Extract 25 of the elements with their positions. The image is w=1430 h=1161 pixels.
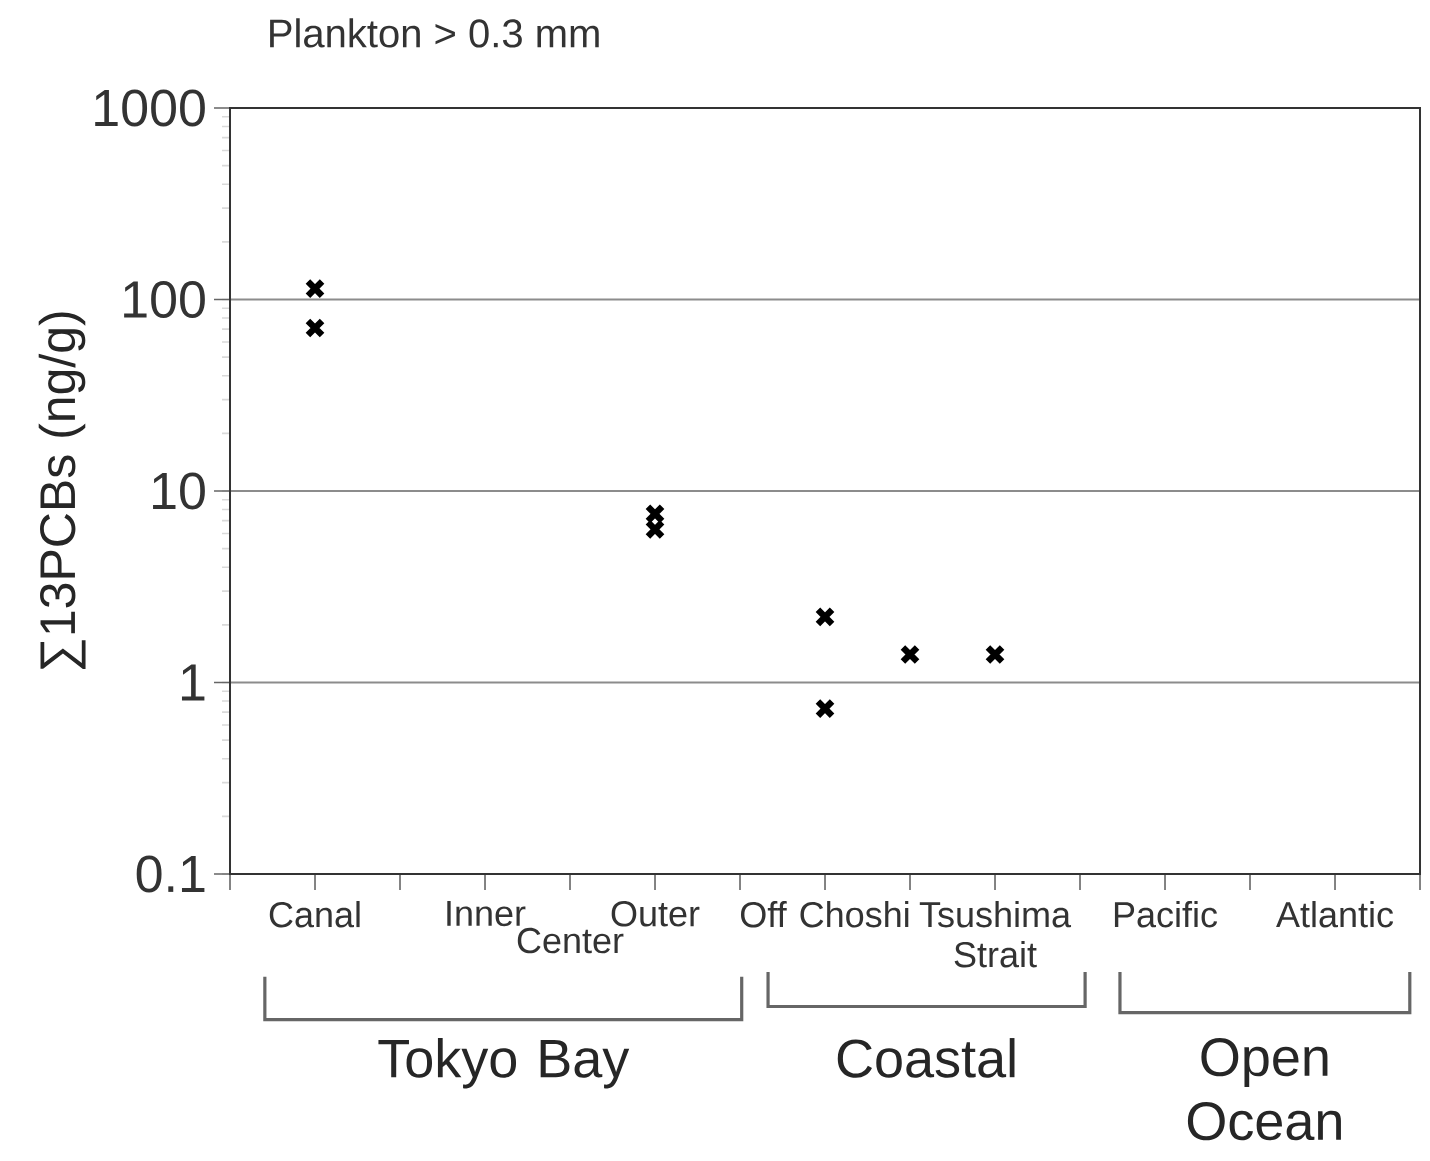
x-tick-label: Inner (447, 901, 526, 927)
point (304, 317, 326, 339)
x-tick-label: Pacific (1114, 901, 1218, 928)
x-tick-label: Tsushima Strait (919, 901, 1072, 968)
x-tick-label: Center (517, 927, 624, 954)
text: Open Ocean (1187, 1038, 1341, 1141)
text: Tokyo Bay (378, 1038, 630, 1089)
point (814, 606, 836, 628)
y-tick-label: 1 (181, 664, 205, 701)
point (899, 644, 921, 665)
y-tick-label: 0.1 (136, 855, 205, 893)
x-tick-label: Atlantic (1276, 901, 1394, 928)
text: Coastal (837, 1038, 1015, 1078)
point (644, 519, 666, 540)
y-tick-label: 1000 (95, 89, 205, 127)
x-tick-label: Canal (269, 901, 360, 928)
chart-title: Plankton > 0.3 mm (270, 18, 599, 48)
y-tick-label: 10 (153, 472, 205, 510)
y-axis-title: ∑13PCBs (ng/g) (38, 312, 86, 670)
y-tick-label: 100 (124, 281, 205, 318)
point (304, 278, 326, 299)
point (984, 644, 1006, 665)
x-tick-label: Outer (611, 901, 700, 927)
point (814, 698, 836, 719)
x-tick-label: Off Choshi (740, 901, 909, 928)
